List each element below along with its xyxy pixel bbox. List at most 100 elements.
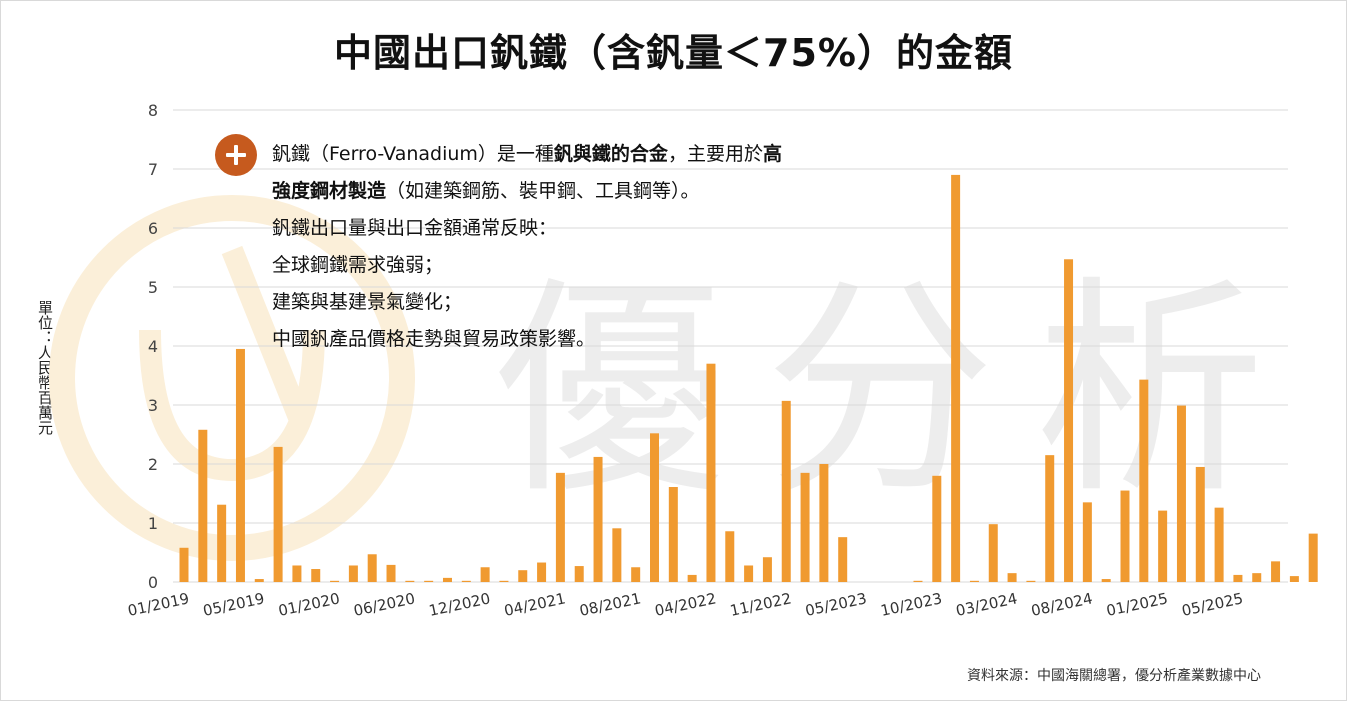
y-tick-label: 1 bbox=[148, 514, 158, 533]
bar bbox=[254, 579, 264, 582]
bar bbox=[744, 565, 754, 582]
bar bbox=[1082, 502, 1092, 582]
annotation-text: 釩鐵（Ferro-Vanadium）是一種釩與鐵的合金，主要用於高 強度鋼材製造（… bbox=[272, 136, 892, 358]
y-tick-label: 6 bbox=[148, 219, 158, 238]
bars bbox=[179, 174, 1318, 582]
x-tick-label: 04/2021 bbox=[503, 589, 568, 620]
annotation-line: 中國釩產品價格走勢與貿易政策影響。 bbox=[272, 321, 892, 358]
annotation-segment: 高 bbox=[762, 143, 782, 165]
bar bbox=[762, 557, 772, 582]
annotation-segment: ，主要用於 bbox=[667, 143, 763, 165]
annotation-segment: 釩鐵出口量與出口金額通常反映： bbox=[272, 217, 558, 239]
bar bbox=[1064, 259, 1074, 582]
y-tick-label: 2 bbox=[148, 455, 158, 474]
annotation-line: 強度鋼材製造（如建築鋼筋、裝甲鋼、工具鋼等）。 bbox=[272, 173, 892, 210]
x-tick-label: 01/2025 bbox=[1105, 589, 1170, 620]
bar bbox=[405, 580, 415, 582]
x-tick-label: 05/2025 bbox=[1180, 589, 1245, 620]
bar bbox=[311, 569, 321, 582]
bar bbox=[1007, 573, 1017, 582]
source-note: 資料來源：中國海關總署，優分析產業數據中心 bbox=[967, 668, 1261, 684]
grid-lines bbox=[173, 109, 1288, 583]
watermark-text: 優分析 bbox=[495, 258, 1305, 525]
bar bbox=[442, 577, 452, 582]
x-tick-label: 08/2021 bbox=[578, 589, 643, 620]
bar bbox=[1308, 533, 1318, 582]
bar bbox=[518, 570, 528, 582]
annotation-segment: 強度鋼材製造 bbox=[272, 180, 387, 202]
y-tick-label: 8 bbox=[148, 101, 158, 120]
bar bbox=[1289, 576, 1299, 582]
y-tick-label: 7 bbox=[148, 160, 158, 179]
bar bbox=[537, 562, 547, 582]
annotation-line: 釩鐵出口量與出口金額通常反映： bbox=[272, 210, 892, 247]
bar bbox=[574, 566, 584, 582]
bar bbox=[367, 554, 377, 582]
bar bbox=[819, 464, 829, 582]
bar bbox=[800, 472, 810, 582]
x-tick-label: 05/2019 bbox=[201, 589, 266, 620]
bar bbox=[1120, 490, 1130, 582]
bar bbox=[988, 524, 998, 582]
annotation-segment: 釩鐵（Ferro-Vanadium）是一種 bbox=[272, 143, 554, 165]
bar bbox=[612, 528, 622, 582]
bar bbox=[838, 537, 848, 582]
bar bbox=[292, 565, 302, 582]
bar bbox=[348, 565, 358, 582]
bar bbox=[1252, 573, 1262, 582]
x-tick-label: 01/2020 bbox=[277, 589, 342, 620]
bar bbox=[217, 504, 227, 582]
bar bbox=[969, 580, 979, 582]
bar bbox=[1271, 561, 1281, 582]
bar bbox=[1026, 580, 1036, 582]
bar bbox=[1195, 466, 1205, 582]
bar bbox=[951, 174, 961, 582]
bar bbox=[781, 400, 791, 582]
bar bbox=[932, 475, 942, 582]
x-tick-label: 12/2020 bbox=[427, 589, 492, 620]
x-tick-label: 03/2024 bbox=[954, 589, 1019, 620]
bar bbox=[179, 547, 189, 582]
bar bbox=[235, 348, 245, 582]
bar bbox=[198, 429, 208, 582]
x-tick-label: 11/2022 bbox=[728, 589, 793, 620]
y-tick-label: 5 bbox=[148, 278, 158, 297]
y-tick-label: 4 bbox=[148, 337, 158, 356]
bar bbox=[913, 580, 923, 582]
x-tick-label: 06/2020 bbox=[352, 589, 417, 620]
x-tick-label: 08/2024 bbox=[1029, 589, 1094, 620]
annotation-segment: 釩與鐵的合金 bbox=[553, 143, 668, 165]
annotation-line: 釩鐵（Ferro-Vanadium）是一種釩與鐵的合金，主要用於高 bbox=[272, 136, 892, 173]
y-tick-labels: 0 1 2 3 4 5 6 7 8 bbox=[148, 101, 158, 592]
watermark: 優分析 bbox=[49, 195, 1305, 561]
x-tick-label: 04/2022 bbox=[653, 589, 718, 620]
bar bbox=[461, 580, 471, 582]
y-tick-label: 3 bbox=[148, 396, 158, 415]
x-tick-label: 01/2019 bbox=[126, 589, 191, 620]
bar bbox=[1158, 510, 1168, 582]
bar bbox=[1101, 579, 1111, 582]
bar bbox=[386, 564, 396, 582]
y-axis-label: 單位：人民幣百萬元 bbox=[36, 300, 54, 435]
annotation-segment: 中國釩產品價格走勢與貿易政策影響。 bbox=[272, 328, 596, 350]
annotation-line: 建築與基建景氣變化； bbox=[272, 284, 892, 321]
bar bbox=[424, 580, 434, 582]
bar bbox=[1139, 379, 1149, 582]
annotation-line: 全球鋼鐵需求強弱； bbox=[272, 247, 892, 284]
bar bbox=[499, 580, 509, 582]
bar bbox=[631, 567, 641, 582]
x-tick-label: 05/2023 bbox=[804, 589, 869, 620]
x-tick-label: 10/2023 bbox=[879, 589, 944, 620]
bar bbox=[593, 456, 603, 582]
y-tick-label: 0 bbox=[148, 573, 158, 592]
bar bbox=[330, 580, 340, 582]
bar bbox=[1214, 507, 1224, 582]
bar bbox=[1233, 574, 1243, 582]
bar bbox=[706, 363, 716, 582]
plus-circle-icon bbox=[215, 134, 257, 176]
bar bbox=[273, 446, 283, 582]
bar bbox=[668, 487, 678, 582]
watermark-logo-ring bbox=[49, 195, 415, 561]
